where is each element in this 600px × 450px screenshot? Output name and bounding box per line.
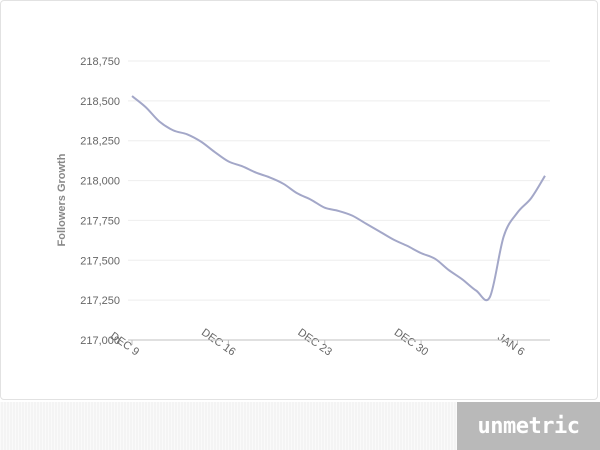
y-tick-label: 218,000 <box>80 176 120 188</box>
y-axis-title: Followers Growth <box>56 153 68 246</box>
y-tick-label: 217,000 <box>80 335 120 347</box>
y-tick-label: 218,500 <box>80 96 120 108</box>
x-tick-label: DEC 30 <box>392 327 430 359</box>
series-line <box>131 95 546 302</box>
y-tick-label: 218,750 <box>80 56 120 68</box>
x-tick-label: JAN 6 <box>495 331 526 358</box>
chart-card <box>0 0 598 400</box>
grid-lines <box>128 60 550 301</box>
x-axis-ticks: DEC 9 DEC 16 DEC 23 DEC 30 JAN 6 <box>108 327 527 359</box>
unmetric-logo: unmetric <box>477 413 580 439</box>
x-tick-label: DEC 23 <box>295 327 333 359</box>
followers-growth-chart: 217,000 217,250 217,500 217,750 218,000 218,2… <box>56 56 550 359</box>
x-tick-label: DEC 16 <box>199 327 237 359</box>
brand-box: unmetric <box>457 402 600 450</box>
y-tick-label: 217,250 <box>80 295 120 307</box>
y-tick-label: 218,250 <box>80 136 120 148</box>
footer-bar: unmetric <box>0 402 600 450</box>
y-axis-ticks: 217,000 217,250 217,500 217,750 218,000 218,2… <box>80 56 120 347</box>
y-tick-label: 217,750 <box>80 215 120 227</box>
y-tick-label: 217,500 <box>80 255 120 267</box>
